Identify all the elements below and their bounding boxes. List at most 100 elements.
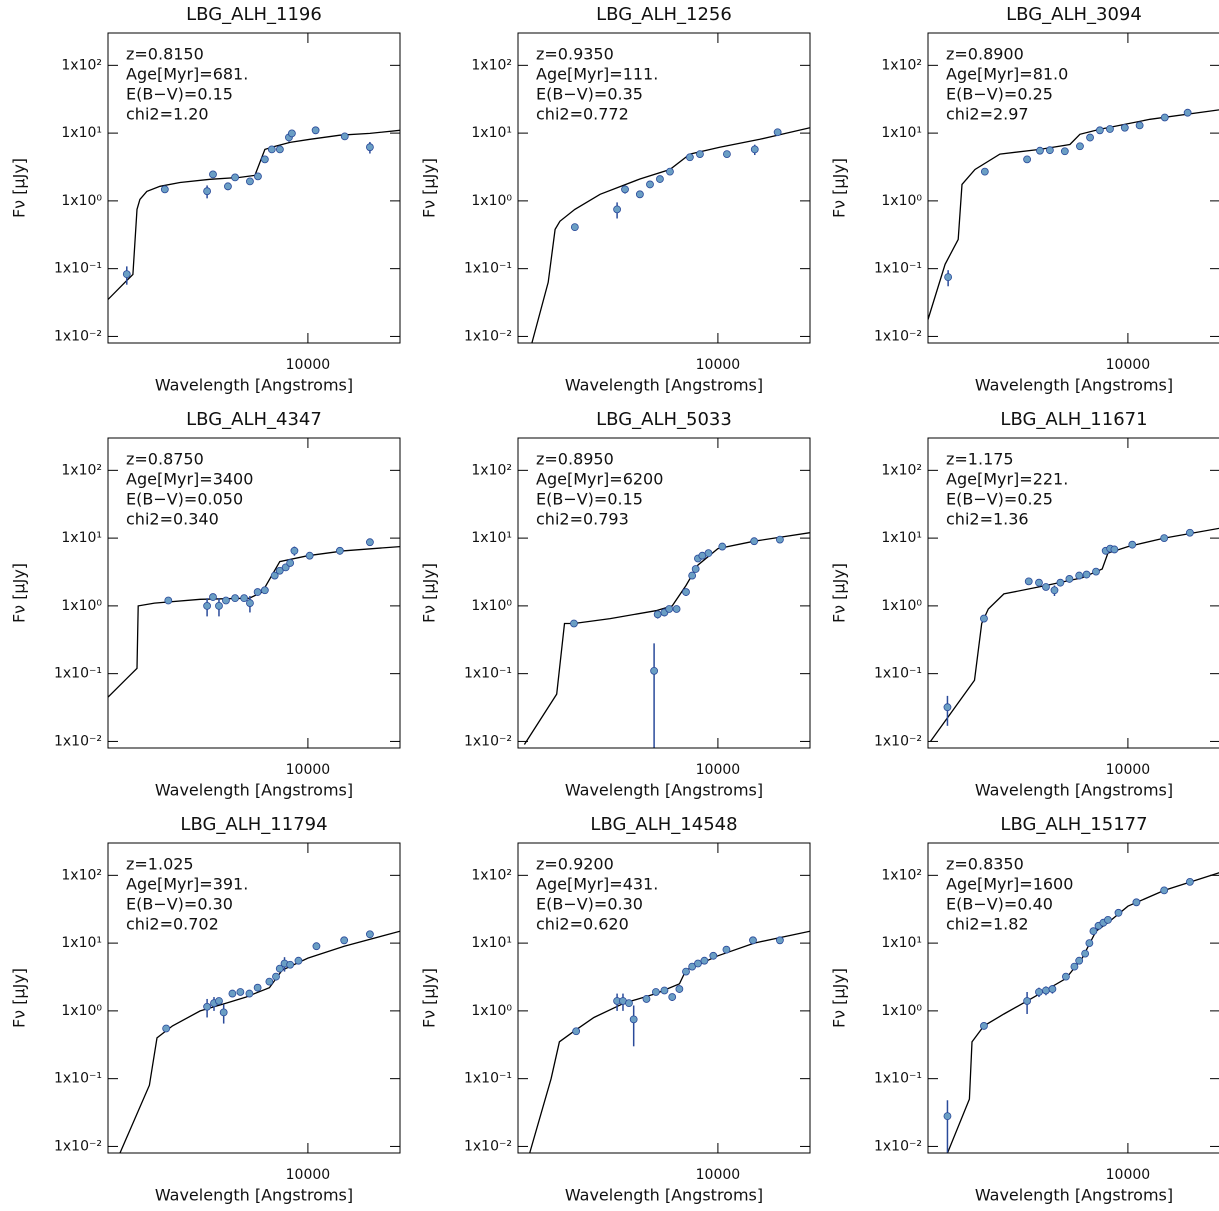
data-point (275, 566, 284, 575)
y-axis-label: Fν [μJy] (830, 968, 849, 1028)
x-axis-label: Wavelength [Angstroms] (155, 781, 353, 800)
y-tick-label: 1x10⁻² (464, 1138, 512, 1154)
y-tick-label: 1x10⁻² (874, 733, 922, 749)
data-point (254, 172, 262, 181)
data-point (245, 989, 254, 998)
data-point (286, 960, 295, 969)
x-axis-label: Wavelength [Angstroms] (975, 781, 1173, 800)
y-tick-label: 1x10¹ (471, 530, 512, 546)
data-point (275, 964, 284, 973)
data-point (286, 559, 295, 567)
panel: LBG_ALH_5033 1x10⁻² 1x10⁻¹ 1x10⁰ 1x10¹ 1x10² 1… (420, 409, 811, 800)
plot-area (523, 532, 810, 748)
y-tick-label: 1x10² (881, 462, 922, 478)
data-point (1062, 972, 1070, 981)
y-tick-label: 1x10⁻¹ (54, 1071, 102, 1087)
plot-area (531, 127, 810, 343)
data-point (290, 546, 299, 555)
data-point (366, 930, 374, 939)
annotation: z=0.8950 (536, 450, 614, 469)
plot-area (943, 872, 1219, 1153)
data-point (1183, 108, 1192, 117)
data-point (1065, 575, 1074, 583)
y-tick-label: 1x10⁰ (471, 1003, 512, 1019)
plot-frame (517, 437, 811, 749)
plot-area (928, 108, 1219, 320)
x-axis-label: Wavelength [Angstroms] (565, 781, 763, 800)
data-point (246, 599, 254, 607)
chart-title: LBG_ALH_11671 (1000, 409, 1147, 430)
annotation: Age[Myr]=81.0 (946, 65, 1068, 84)
data-point (253, 588, 262, 596)
chart-title: LBG_ALH_14548 (590, 814, 737, 835)
y-axis-label: Fν [μJy] (420, 968, 439, 1028)
data-point (723, 150, 731, 159)
data-point (340, 936, 349, 945)
panel: LBG_ALH_15177 1x10⁻² 1x10⁻¹ 1x10⁰ 1x10¹ 1x10²… (830, 814, 1219, 1205)
data-point (311, 126, 320, 135)
annotation: Age[Myr]=3400 (126, 470, 253, 489)
data-point (231, 173, 239, 182)
data-point (305, 551, 314, 560)
annotation: z=0.9350 (536, 45, 614, 64)
y-tick-label: 1x10¹ (881, 125, 922, 141)
annotation: E(B−V)=0.25 (946, 490, 1053, 509)
y-tick-label: 1x10¹ (61, 935, 102, 951)
data-point (1160, 534, 1169, 543)
data-point (275, 145, 284, 154)
plot-area (108, 538, 400, 698)
data-point (253, 983, 262, 992)
data-point (1042, 583, 1050, 591)
annotation: Age[Myr]=431. (536, 875, 658, 894)
annotation: z=0.8750 (126, 450, 204, 469)
data-point (776, 936, 784, 945)
data-point (1160, 886, 1169, 895)
data-point (294, 956, 303, 965)
panel: LBG_ALH_11671 1x10⁻² 1x10⁻¹ 1x10⁰ 1x10¹ 1x10²… (830, 409, 1219, 800)
x-tick-label: 10000 (696, 762, 741, 778)
y-axis-label: Fν [μJy] (10, 158, 29, 218)
annotation: chi2=1.82 (946, 915, 1029, 934)
chart-title: LBG_ALH_3094 (1006, 4, 1142, 25)
data-point (240, 594, 248, 603)
data-point (1128, 540, 1137, 549)
data-point (272, 972, 280, 981)
data-point (980, 1022, 988, 1030)
annotation: chi2=0.772 (536, 105, 629, 124)
data-point (650, 666, 658, 675)
data-point (1132, 898, 1141, 907)
x-tick-label: 10000 (696, 1167, 741, 1183)
y-tick-label: 1x10⁰ (881, 193, 922, 209)
data-point (1042, 986, 1050, 995)
data-point (660, 986, 669, 995)
data-point (270, 571, 279, 580)
model-line (531, 127, 810, 343)
chart-title: LBG_ALH_1196 (186, 4, 322, 25)
y-tick-label: 1x10⁰ (471, 598, 512, 614)
data-point (1035, 578, 1043, 587)
data-point (1160, 113, 1169, 122)
data-point (215, 601, 223, 610)
y-axis-label: Fν [μJy] (830, 563, 849, 623)
plot-frame (927, 32, 1219, 344)
data-point (260, 586, 269, 595)
annotation: Age[Myr]=391. (126, 875, 248, 894)
annotation: E(B−V)=0.40 (946, 895, 1053, 914)
y-tick-label: 1x10⁰ (61, 1003, 102, 1019)
x-tick-label: 10000 (286, 762, 331, 778)
data-point (688, 571, 697, 580)
data-point (228, 989, 237, 998)
data-point (209, 170, 217, 179)
data-point (750, 537, 759, 546)
data-point (260, 155, 269, 164)
annotation: Age[Myr]=111. (536, 65, 658, 84)
annotation: chi2=0.340 (126, 510, 219, 529)
annotation: z=0.8900 (946, 45, 1024, 64)
y-axis-label: Fν [μJy] (10, 968, 29, 1028)
data-point (209, 593, 217, 601)
y-tick-label: 1x10² (471, 867, 512, 883)
y-axis-label: Fν [μJy] (830, 158, 849, 218)
y-tick-label: 1x10⁻² (874, 328, 922, 344)
y-tick-label: 1x10⁻¹ (54, 261, 102, 277)
